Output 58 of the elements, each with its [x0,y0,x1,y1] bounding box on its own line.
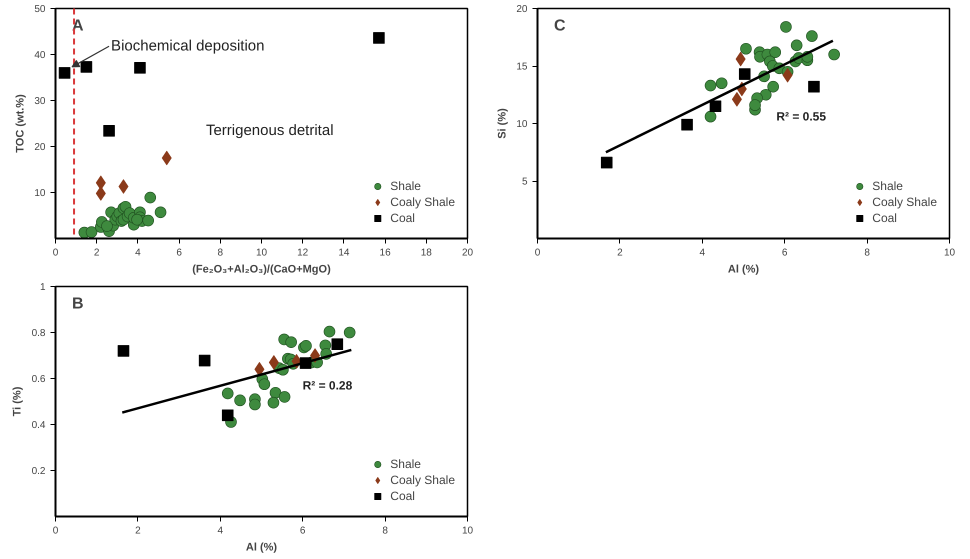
y-tick-label: 0.2 [32,466,46,477]
x-tick-label: 4 [700,248,706,258]
x-axis-title: Al (%) [728,264,760,276]
legend-label: Coaly Shale [390,473,455,487]
x-tick-label: 6 [300,526,306,536]
x-axis-title: Al (%) [246,542,278,554]
x-tick-label: 0 [52,526,59,536]
annotation: R² = 0.55 [776,110,826,124]
legend-label: Coal [390,211,415,225]
x-tick-label: 10 [256,248,268,258]
x-tick-label: 20 [462,248,474,258]
y-tick-label: 0.8 [32,328,46,339]
y-tick-label: 0.4 [32,420,46,431]
y-tick-label: 50 [34,4,46,15]
x-tick-label: 12 [297,248,309,258]
x-tick-label: 8 [864,248,870,258]
text: B [72,296,84,313]
x-tick-label: 0 [52,248,59,258]
y-tick-label: 15 [516,62,528,72]
annotation: R² = 0.28 [302,378,353,392]
legend-label: Coal [872,211,897,225]
legend-label: Coaly Shale [872,195,937,209]
y-axis-title: Ti (%) [12,386,24,416]
x-tick-label: 18 [420,248,432,258]
y-tick-label: 20 [516,4,528,15]
legend-label: Coal [390,489,415,503]
annotation: Biochemical deposition [111,38,264,55]
text: C [554,18,566,35]
y-tick-label: 30 [34,96,46,107]
x-tick-label: 2 [617,248,624,258]
y-axis-title: TOC (wt.%) [14,94,26,153]
x-tick-label: 2 [94,248,100,258]
x-tick-label: 6 [782,248,788,258]
x-tick-label: 10 [944,248,956,258]
y-tick-label: 10 [34,188,46,199]
x-tick-label: 14 [338,248,350,258]
y-tick-label: 20 [34,142,46,153]
x-axis-title: (Fe₂O₃+Al₂O₃)/(CaO+MgO) [192,264,332,276]
legend-label: Shale [872,179,903,193]
x-tick-label: 6 [176,248,182,258]
x-tick-label: 16 [380,248,392,258]
annotation: Terrigenous detrital [206,122,334,139]
legend-label: Shale [390,179,421,193]
legend-label: Coaly Shale [390,195,455,209]
x-tick-label: 8 [382,526,388,536]
x-tick-label: 4 [218,526,224,536]
legend-label: Shale [390,457,421,471]
x-tick-label: 8 [218,248,224,258]
y-axis-title: Si (%) [496,108,508,139]
y-tick-label: 0.6 [32,374,46,385]
x-tick-label: 2 [135,526,142,536]
x-tick-label: 0 [534,248,541,258]
x-tick-label: 10 [462,526,474,536]
x-tick-label: 4 [135,248,142,258]
y-tick-label: 10 [516,119,528,130]
y-tick-label: 40 [34,50,46,61]
y-tick-label: 1 [40,282,46,293]
y-tick-label: 5 [522,176,528,188]
